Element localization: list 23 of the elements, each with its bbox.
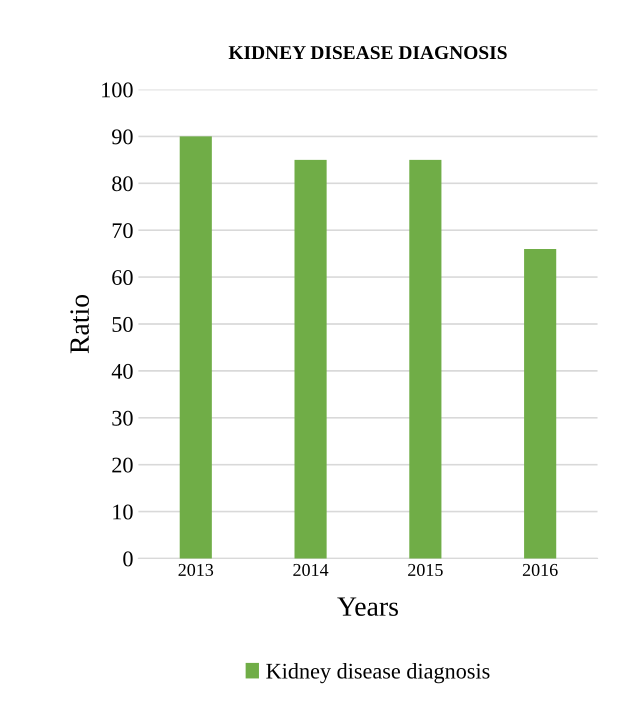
y-tick-label: 40 (112, 364, 133, 379)
y-tick-label: 60 (112, 270, 133, 286)
bar (180, 136, 212, 558)
y-tick-label: 80 (112, 176, 133, 192)
y-axis-title: Ratio (70, 294, 89, 354)
x-tick-label: 2013 (178, 564, 214, 576)
y-tick-label: 0 (123, 551, 133, 566)
x-tick-label: 2016 (522, 564, 558, 576)
y-tick-label: 100 (102, 82, 133, 98)
x-tick-label: 2015 (408, 564, 443, 576)
legend-label: Kidney disease diagnosis (266, 663, 490, 684)
x-tick-label: 2014 (293, 564, 328, 576)
x-axis-title: Years (337, 597, 398, 616)
y-tick-label: 20 (112, 458, 133, 473)
bar (294, 160, 327, 558)
chart-title: KIDNEY DISEASE DIAGNOSIS (228, 46, 507, 60)
y-tick-label: 10 (113, 504, 133, 520)
y-tick-label: 70 (112, 223, 133, 238)
bar (524, 248, 556, 558)
y-tick-label: 90 (112, 129, 133, 144)
y-tick-label: 30 (112, 410, 133, 426)
y-tick-label: 50 (112, 316, 133, 332)
bar (409, 160, 442, 558)
